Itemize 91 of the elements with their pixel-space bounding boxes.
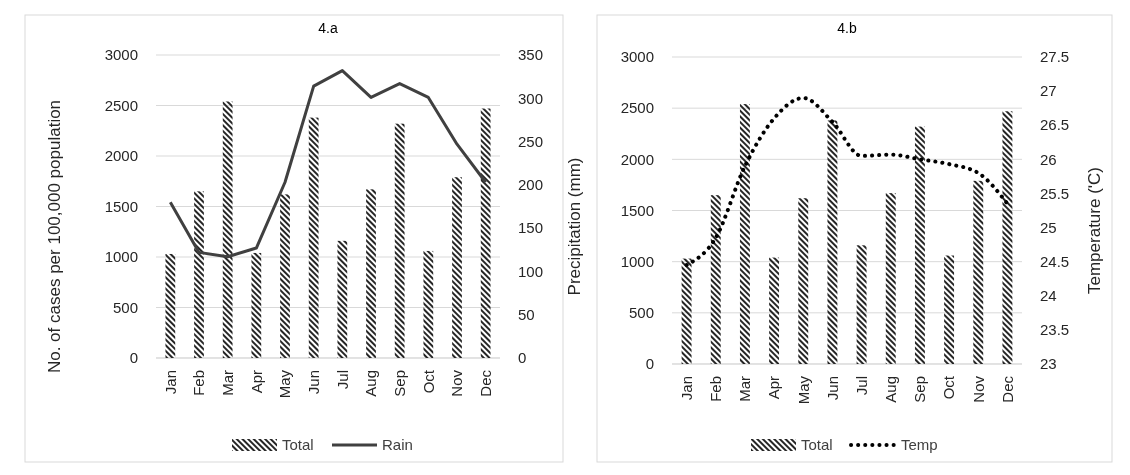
bar xyxy=(452,177,462,358)
y-axis-title: No. of cases per 100,000 population xyxy=(45,99,64,374)
bar xyxy=(973,180,984,364)
x-tick-label: May xyxy=(794,375,812,405)
x-tick-label: Apr xyxy=(247,370,265,394)
bar xyxy=(681,258,692,364)
x-tick-label: Feb xyxy=(707,376,724,402)
y2-tick-label: 25 xyxy=(1040,218,1057,236)
bar xyxy=(798,198,809,364)
x-tick-label: Mar xyxy=(736,376,754,402)
x-tick-label: Oct xyxy=(419,369,437,394)
x-tick-label: Sep xyxy=(390,370,408,397)
bar xyxy=(1002,111,1013,364)
y-tick-label: 500 xyxy=(112,298,138,316)
bar xyxy=(308,117,319,358)
legend-label: Total xyxy=(801,436,833,454)
y-tick-label: 3000 xyxy=(620,48,654,66)
y-tick-label: 2500 xyxy=(620,99,654,117)
bar xyxy=(280,194,290,358)
x-tick-label: Nov xyxy=(448,369,466,397)
y2-tick-label: 23.5 xyxy=(1040,321,1070,339)
x-tick-label: Jun xyxy=(304,370,322,395)
y-tick-label: 500 xyxy=(628,304,654,322)
x-tick-label: Nov xyxy=(969,375,987,403)
x-tick-label: Sep xyxy=(911,376,929,403)
y2-tick-label: 350 xyxy=(518,46,544,64)
y-tick-label: 1000 xyxy=(620,252,654,270)
x-tick-label: Jul xyxy=(333,370,351,390)
bar xyxy=(394,123,405,358)
line-series xyxy=(684,95,1010,268)
x-tick-label: Jul xyxy=(852,376,870,396)
x-tick-label: Feb xyxy=(190,370,208,396)
chart-title: 4.a xyxy=(318,20,338,36)
x-tick-label: Aug xyxy=(882,376,899,403)
bar xyxy=(769,257,780,364)
y2-tick-label: 250 xyxy=(518,132,544,150)
y-tick-label: 1500 xyxy=(620,201,654,219)
bar xyxy=(944,255,955,364)
bar xyxy=(856,245,867,364)
legend-label: Rain xyxy=(382,436,413,454)
y-tick-label: 3000 xyxy=(104,46,138,64)
line-series xyxy=(168,69,488,259)
y2-axis-title: Precipitation (mm) xyxy=(565,157,584,296)
bar xyxy=(423,250,434,358)
bar xyxy=(827,120,838,364)
y-tick-label: 2000 xyxy=(104,147,138,165)
y2-tick-label: 26 xyxy=(1040,150,1057,168)
x-tick-label: Oct xyxy=(940,375,958,400)
x-tick-label: Jan xyxy=(677,376,695,401)
y-tick-label: 1000 xyxy=(104,248,138,266)
x-tick-label: May xyxy=(276,369,294,399)
y2-tick-label: 100 xyxy=(518,262,544,280)
y2-tick-label: 150 xyxy=(518,219,544,237)
x-tick-label: Dec xyxy=(476,369,494,397)
x-tick-label: Mar xyxy=(218,370,236,396)
x-tick-label: Jun xyxy=(823,376,841,401)
bar xyxy=(366,189,376,358)
chart-title: 4.b xyxy=(837,20,857,36)
y2-tick-label: 27 xyxy=(1040,82,1057,100)
x-tick-label: Jan xyxy=(161,370,179,395)
bar xyxy=(194,191,204,358)
y-tick-label: 1500 xyxy=(104,197,138,215)
bar xyxy=(914,126,925,364)
x-tick-label: Apr xyxy=(765,376,783,400)
y2-tick-label: 23 xyxy=(1040,355,1057,373)
x-tick-label: Dec xyxy=(998,375,1016,403)
y-tick-label: 0 xyxy=(645,355,654,373)
y2-tick-label: 24 xyxy=(1040,287,1057,305)
bar xyxy=(251,252,262,358)
y2-tick-label: 24.5 xyxy=(1040,252,1070,270)
bar xyxy=(739,104,750,364)
y-tick-label: 2000 xyxy=(620,150,654,168)
bar xyxy=(480,108,491,358)
legend-label: Total xyxy=(282,436,314,454)
y2-tick-label: 200 xyxy=(518,176,544,194)
y-tick-label: 0 xyxy=(129,349,138,367)
bar xyxy=(710,195,721,364)
y2-tick-label: 27.5 xyxy=(1040,48,1070,66)
y2-tick-label: 0 xyxy=(518,349,527,367)
y2-tick-label: 26.5 xyxy=(1040,116,1070,134)
legend-label: Temp xyxy=(901,436,938,454)
bar xyxy=(165,253,176,358)
x-tick-label: Aug xyxy=(362,370,380,397)
y-tick-label: 2500 xyxy=(104,96,138,114)
bar xyxy=(222,101,233,358)
bar xyxy=(885,193,896,364)
bar xyxy=(337,240,348,358)
y2-tick-label: 50 xyxy=(518,305,535,323)
y2-tick-label: 300 xyxy=(518,89,544,107)
y2-axis-title: Temperature (ʹC) xyxy=(1085,166,1104,295)
y2-tick-label: 25.5 xyxy=(1040,184,1070,202)
